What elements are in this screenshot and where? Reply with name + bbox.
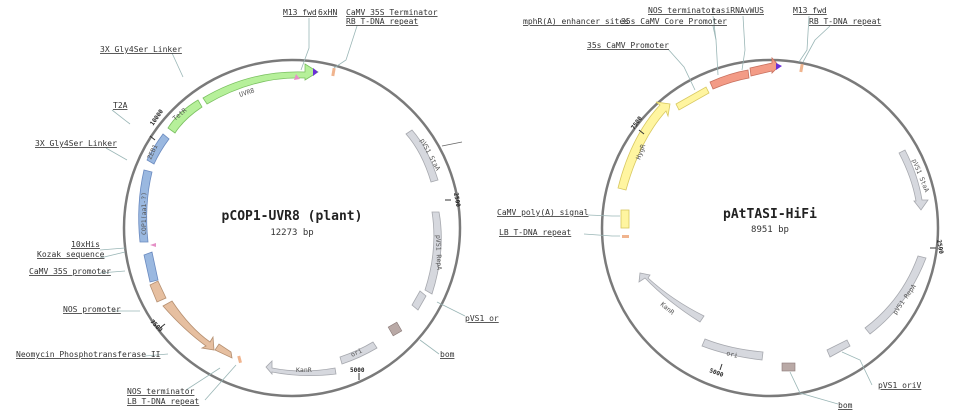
feature-cop1[interactable] <box>138 169 153 243</box>
label-3x-gly4ser-linker-2[interactable]: 3X Gly4Ser Linker <box>35 139 117 148</box>
feature-6xhn[interactable] <box>313 68 318 76</box>
leaders-pattasi <box>583 15 873 405</box>
feature-camv35s-promoter[interactable] <box>143 251 159 283</box>
feature-pvs1-orv[interactable] <box>826 339 851 358</box>
tick-label-5000: 5000 <box>350 367 365 374</box>
label-nos-terminator[interactable]: NOS terminator <box>127 387 195 396</box>
feature-lb-tdna[interactable] <box>237 355 242 364</box>
feature-rb-tdna-2[interactable] <box>799 63 804 73</box>
label-rb-tdna-2[interactable]: RB T-DNA repeat <box>809 17 881 26</box>
label-pvs1-oriv[interactable]: pVS1 oriV <box>878 381 922 390</box>
label-rb-tdna[interactable]: RB T-DNA repeat <box>346 17 418 26</box>
map-length-pcop1: 12273 bp <box>270 228 313 238</box>
feature-bom-2[interactable] <box>781 362 796 372</box>
feature-nos-promoter[interactable] <box>149 280 167 303</box>
label-camv35s-terminator[interactable]: CaMV 35S Terminator <box>346 8 438 17</box>
feature-pvs1-ori[interactable] <box>411 290 427 311</box>
tick-label-2500: 2500 <box>452 192 461 208</box>
label-t2a[interactable]: T2A <box>113 101 128 110</box>
feature-rb-tdna[interactable] <box>331 67 336 77</box>
label-camv35s-promoter[interactable]: CaMV 35S promoter <box>29 267 111 276</box>
label-nptii[interactable]: Neomycin Phosphotransferase II <box>16 350 161 359</box>
feature-label-pvs1-repa: pVS1 RepA <box>434 235 443 271</box>
label-nos-terminator-2[interactable]: NOS terminator <box>648 6 716 15</box>
tick-label-5000-2: 5000 <box>708 367 724 379</box>
origin-marker <box>441 141 463 147</box>
label-kozak[interactable]: Kozak sequence <box>37 250 105 259</box>
label-nos-promoter[interactable]: NOS promoter <box>63 305 121 314</box>
label-camv-polya[interactable]: CaMV poly(A) signal <box>497 208 589 217</box>
label-6xhn[interactable]: 6xHN <box>318 8 337 17</box>
feature-ori-2[interactable] <box>701 338 764 361</box>
feature-camv-polya[interactable] <box>620 209 630 229</box>
feature-zeb1[interactable] <box>146 133 170 165</box>
label-m13-fwd-2[interactable]: M13 fwd <box>793 6 827 15</box>
label-bom[interactable]: bom <box>440 350 455 359</box>
label-bom-2[interactable]: bom <box>838 401 853 410</box>
feature-kanr[interactable] <box>265 360 337 376</box>
label-lb-tdna[interactable]: LB T-DNA repeat <box>127 397 199 406</box>
feature-hygr[interactable] <box>617 101 671 191</box>
feature-m13[interactable] <box>294 74 300 80</box>
feature-label-cop1: COP1(aa1-?) <box>140 192 148 235</box>
label-tasirnavwus[interactable]: tasiRNAvWUS <box>711 6 764 15</box>
feature-lb-tdna-2[interactable] <box>622 235 629 238</box>
map-pcop1: UVR8 TetR ZEB1 COP1(aa1-?) KanR ori pVS1… <box>16 8 499 406</box>
feature-kanr-2[interactable] <box>638 272 705 323</box>
backbone-circle-pattasi <box>600 58 940 398</box>
feature-nptii[interactable] <box>162 300 215 351</box>
feature-kozak[interactable] <box>150 243 156 247</box>
feature-label-kanr: KanR <box>296 366 312 374</box>
feature-pvs1-staa[interactable] <box>405 129 439 183</box>
feature-pvs1-repa[interactable] <box>424 211 442 295</box>
feature-m13-fwd-2[interactable] <box>776 63 782 70</box>
backbone-circle-pcop1 <box>122 58 462 398</box>
feature-bom[interactable] <box>387 321 403 337</box>
feature-pvs1-repa-2[interactable] <box>864 255 927 335</box>
feature-label-ori-2: ori <box>725 349 738 360</box>
feature-ori[interactable] <box>339 341 378 365</box>
feature-pvs1-staa-2[interactable] <box>898 149 929 211</box>
map-length-pattasi: 8951 bp <box>751 225 789 235</box>
label-lb-tdna-2[interactable]: LB T-DNA repeat <box>499 228 571 237</box>
label-m13-fwd[interactable]: M13 fwd <box>283 8 317 17</box>
label-mphra[interactable]: mphR(A) enhancer sites <box>523 17 629 26</box>
map-title-pattasi: pAtTASI-HiFi <box>723 207 817 222</box>
label-10xhis[interactable]: 10xHis <box>71 240 100 249</box>
label-pvs1-or[interactable]: pVS1 or <box>465 314 499 323</box>
feature-uvr8[interactable] <box>202 63 319 105</box>
feature-35s-core-nos[interactable] <box>709 69 750 90</box>
map-title-pcop1: pCOP1-UVR8 (plant) <box>222 209 363 224</box>
tick-label-7500: 7500 <box>149 318 164 333</box>
leaders-pcop1 <box>99 18 466 401</box>
feature-35s-promoter[interactable] <box>675 86 710 111</box>
label-35s-camv-promoter[interactable]: 35s CaMV Promoter <box>587 41 669 50</box>
tick-label-10000: 10000 <box>149 108 165 127</box>
label-35s-core-promoter[interactable]: 35s CaMV Core Promoter <box>621 17 727 26</box>
feature-nos-terminator[interactable] <box>214 343 233 359</box>
feature-tetr[interactable] <box>167 99 203 134</box>
label-3x-gly4ser-linker-1[interactable]: 3X Gly4Ser Linker <box>100 45 182 54</box>
tick-marks-pattasi <box>638 129 936 371</box>
tick-label-2500-2: 2500 <box>935 239 944 255</box>
map-pattasi: HygR KanR ori pVS1 RepA pVS1 StaA 7500 2… <box>497 6 945 410</box>
tick-marks-pcop1 <box>149 135 451 380</box>
feature-tasirna[interactable] <box>749 56 780 77</box>
